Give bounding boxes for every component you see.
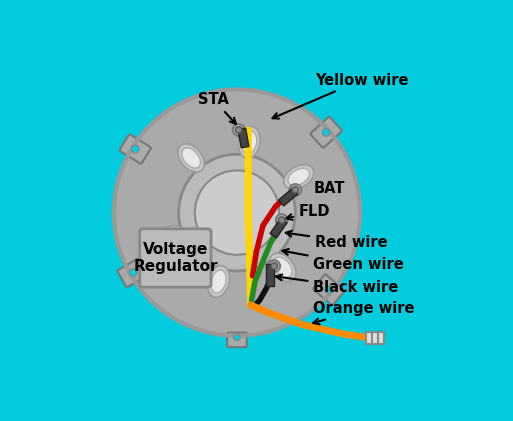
Circle shape (233, 124, 244, 136)
Ellipse shape (178, 144, 204, 172)
FancyBboxPatch shape (238, 128, 249, 148)
Text: Red wire: Red wire (286, 231, 387, 250)
Circle shape (292, 187, 299, 193)
Circle shape (179, 154, 295, 271)
Text: Green wire: Green wire (283, 249, 404, 272)
Circle shape (268, 260, 280, 272)
FancyBboxPatch shape (270, 218, 287, 238)
FancyBboxPatch shape (117, 258, 149, 287)
FancyBboxPatch shape (266, 264, 274, 286)
Text: FLD: FLD (286, 204, 330, 220)
Circle shape (289, 184, 301, 196)
Circle shape (322, 128, 330, 136)
Circle shape (234, 334, 240, 341)
FancyBboxPatch shape (366, 332, 384, 344)
Ellipse shape (182, 148, 201, 168)
Circle shape (131, 145, 139, 153)
Ellipse shape (273, 257, 292, 277)
Ellipse shape (288, 168, 309, 186)
Circle shape (279, 217, 285, 223)
Ellipse shape (270, 253, 296, 281)
FancyBboxPatch shape (313, 274, 344, 305)
FancyBboxPatch shape (227, 333, 247, 347)
Text: Yellow wire: Yellow wire (272, 72, 408, 119)
Ellipse shape (211, 270, 226, 293)
FancyBboxPatch shape (140, 229, 211, 287)
FancyBboxPatch shape (120, 134, 151, 164)
Ellipse shape (284, 165, 314, 189)
FancyBboxPatch shape (279, 188, 298, 206)
Circle shape (129, 269, 137, 277)
Text: BAT: BAT (313, 181, 345, 196)
Ellipse shape (159, 229, 181, 245)
Text: Orange wire: Orange wire (313, 301, 415, 324)
Text: STA: STA (198, 92, 236, 124)
Ellipse shape (239, 126, 260, 158)
Circle shape (271, 263, 278, 269)
Circle shape (325, 286, 333, 293)
Ellipse shape (242, 131, 257, 154)
Ellipse shape (208, 266, 229, 297)
Circle shape (114, 89, 360, 336)
Text: Voltage
Regulator: Voltage Regulator (133, 242, 218, 274)
Ellipse shape (154, 226, 186, 248)
Circle shape (276, 214, 288, 226)
Circle shape (235, 127, 242, 133)
Circle shape (195, 171, 279, 255)
FancyBboxPatch shape (310, 117, 342, 148)
Text: Black wire: Black wire (276, 274, 399, 295)
